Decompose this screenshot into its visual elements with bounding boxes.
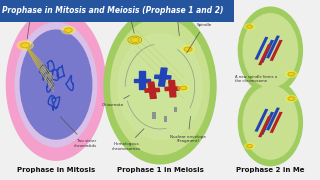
Ellipse shape <box>243 86 298 159</box>
Ellipse shape <box>238 79 302 166</box>
Circle shape <box>181 45 195 53</box>
Polygon shape <box>258 116 271 137</box>
Polygon shape <box>169 80 176 97</box>
Ellipse shape <box>111 18 209 154</box>
Circle shape <box>184 47 192 51</box>
Circle shape <box>130 37 139 42</box>
Polygon shape <box>266 35 280 58</box>
Polygon shape <box>266 107 280 130</box>
Text: Centrioles: Centrioles <box>166 10 187 36</box>
Bar <box>0 0 234 22</box>
Ellipse shape <box>104 9 216 164</box>
Polygon shape <box>254 37 268 60</box>
Polygon shape <box>158 68 167 86</box>
Circle shape <box>180 86 187 90</box>
Polygon shape <box>260 40 274 63</box>
Polygon shape <box>270 112 283 133</box>
Circle shape <box>247 25 252 28</box>
Text: Centrosome: Centrosome <box>117 10 142 33</box>
Polygon shape <box>174 107 177 112</box>
Polygon shape <box>254 109 268 132</box>
Circle shape <box>288 72 294 76</box>
Ellipse shape <box>238 7 302 94</box>
Text: Prophase in Mitosis: Prophase in Mitosis <box>17 167 95 173</box>
Circle shape <box>127 35 143 44</box>
Text: Prophase 2 in Me: Prophase 2 in Me <box>236 167 305 173</box>
Polygon shape <box>134 79 150 82</box>
Polygon shape <box>165 87 180 91</box>
Ellipse shape <box>20 30 92 139</box>
Polygon shape <box>145 88 160 92</box>
Circle shape <box>21 43 30 48</box>
Polygon shape <box>260 112 274 135</box>
Ellipse shape <box>118 34 202 139</box>
Circle shape <box>244 143 255 149</box>
Circle shape <box>285 95 297 102</box>
Circle shape <box>247 145 252 148</box>
Polygon shape <box>258 44 271 65</box>
Circle shape <box>178 85 189 91</box>
Polygon shape <box>270 40 283 61</box>
Polygon shape <box>152 112 156 119</box>
Text: Two sister
chromatids: Two sister chromatids <box>60 117 97 148</box>
Text: Early miotic
spindle: Early miotic spindle <box>19 6 44 39</box>
Text: A new spindle forms a
the chromosome: A new spindle forms a the chromosome <box>235 75 277 84</box>
Ellipse shape <box>15 23 97 147</box>
Text: Nuclear envelope
(Fragment): Nuclear envelope (Fragment) <box>170 116 206 143</box>
Circle shape <box>288 97 294 100</box>
Circle shape <box>61 26 75 34</box>
Text: Spindle: Spindle <box>187 23 212 53</box>
Ellipse shape <box>243 14 298 87</box>
Polygon shape <box>139 71 145 89</box>
Text: Prophase in Mitosis and Meiosis (Prophase 1 and 2): Prophase in Mitosis and Meiosis (Prophas… <box>2 6 224 15</box>
Circle shape <box>65 28 72 32</box>
Circle shape <box>17 41 33 50</box>
Circle shape <box>244 24 255 30</box>
Circle shape <box>285 71 297 77</box>
Ellipse shape <box>6 9 106 160</box>
Text: Prophase 1 in Meiosis: Prophase 1 in Meiosis <box>116 167 204 173</box>
Text: Chiasmata: Chiasmata <box>101 95 130 107</box>
Polygon shape <box>148 82 156 98</box>
Text: Homologous
chromosomes: Homologous chromosomes <box>112 129 144 151</box>
Polygon shape <box>164 116 167 122</box>
Polygon shape <box>155 75 171 79</box>
